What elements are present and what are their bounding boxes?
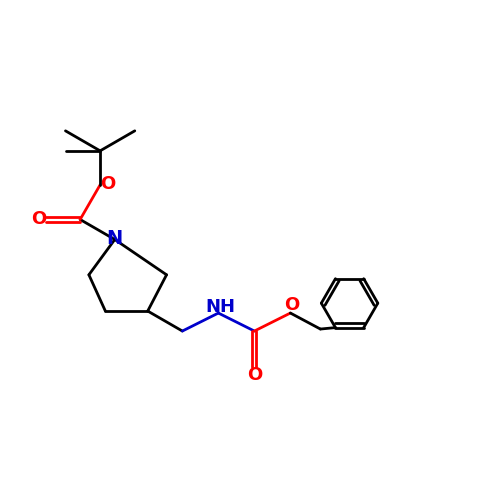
Text: N: N bbox=[107, 229, 123, 248]
Text: O: O bbox=[101, 175, 116, 193]
Text: O: O bbox=[32, 210, 46, 228]
Text: O: O bbox=[284, 296, 299, 314]
Text: NH: NH bbox=[205, 298, 236, 317]
Text: O: O bbox=[247, 366, 262, 384]
